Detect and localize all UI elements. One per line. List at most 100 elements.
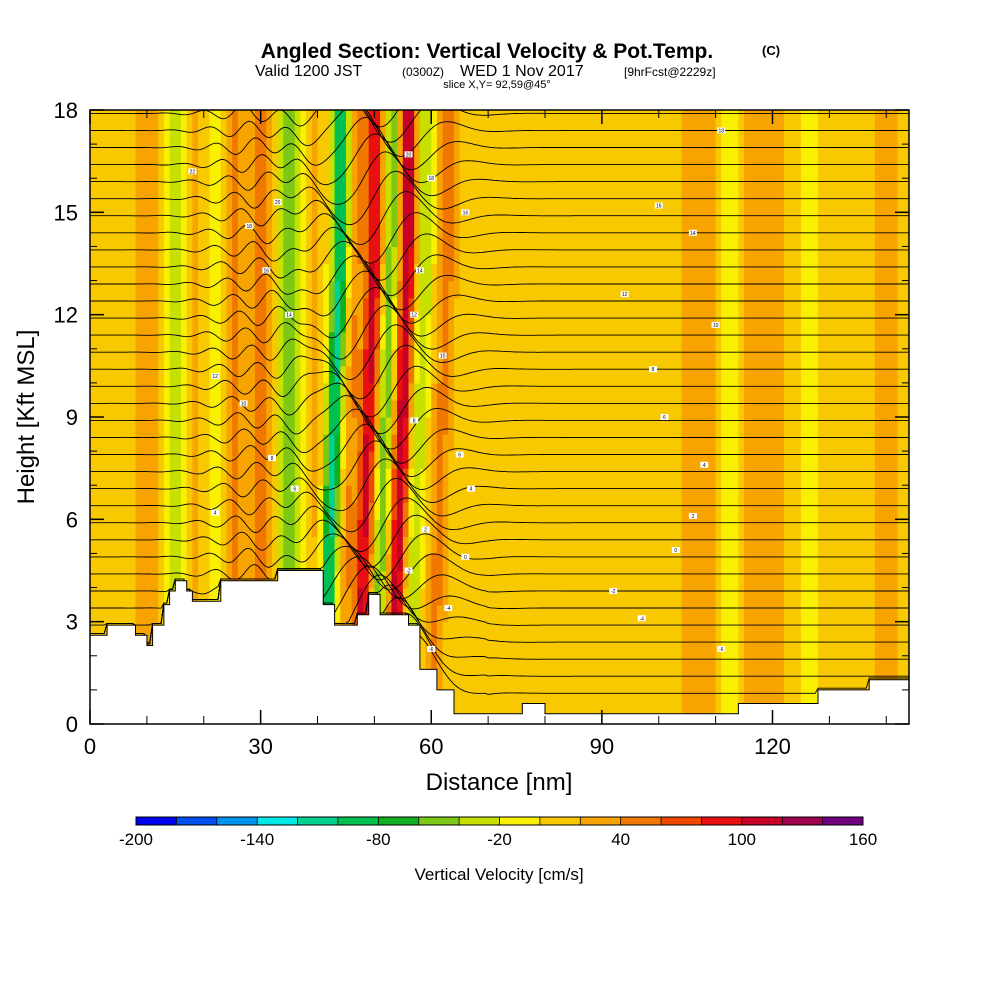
- velocity-cell: [220, 127, 228, 145]
- velocity-cell: [618, 689, 626, 708]
- velocity-cell: [476, 417, 484, 435]
- velocity-cell: [294, 451, 302, 469]
- velocity-cell: [163, 178, 171, 196]
- velocity-cell: [721, 468, 728, 486]
- velocity-cell: [306, 382, 313, 401]
- velocity-cell: [562, 314, 569, 333]
- velocity-cell: [829, 468, 836, 486]
- velocity-cell: [527, 229, 535, 248]
- velocity-cell: [493, 485, 501, 503]
- velocity-cell: [294, 536, 302, 555]
- velocity-cell: [698, 502, 705, 520]
- velocity-cell: [391, 365, 398, 384]
- velocity-cell: [704, 621, 711, 640]
- velocity-cell: [516, 382, 523, 401]
- velocity-cell: [636, 212, 643, 230]
- velocity-cell: [419, 638, 427, 657]
- velocity-cell: [351, 604, 358, 623]
- velocity-cell: [243, 434, 250, 452]
- velocity-cell: [516, 280, 523, 299]
- velocity-cell: [357, 519, 364, 537]
- velocity-cell: [436, 655, 444, 674]
- velocity-cell: [573, 468, 580, 486]
- velocity-cell: [835, 365, 842, 384]
- velocity-cell: [323, 587, 330, 606]
- velocity-cell: [129, 570, 137, 589]
- velocity-cell: [408, 331, 415, 350]
- velocity-cell: [158, 127, 165, 145]
- velocity-cell: [351, 331, 358, 350]
- velocity-cell: [778, 553, 785, 572]
- velocity-cell: [283, 161, 290, 179]
- velocity-cell: [618, 212, 626, 230]
- velocity-cell: [146, 144, 154, 162]
- velocity-cell: [425, 178, 432, 196]
- velocity-cell: [118, 348, 125, 367]
- velocity-cell: [727, 212, 734, 230]
- velocity-cell: [772, 331, 779, 350]
- velocity-cell: [402, 570, 410, 589]
- velocity-cell: [226, 348, 233, 367]
- velocity-cell: [340, 451, 347, 469]
- velocity-cell: [289, 263, 296, 282]
- velocity-cell: [704, 331, 711, 350]
- velocity-cell: [863, 604, 870, 623]
- velocity-cell: [232, 348, 239, 367]
- velocity-cell: [806, 502, 813, 520]
- velocity-cell: [704, 161, 711, 179]
- velocity-cell: [254, 110, 262, 128]
- velocity-cell: [516, 621, 523, 640]
- velocity-cell: [681, 434, 688, 452]
- velocity-cell: [152, 536, 159, 555]
- velocity-cell: [857, 178, 865, 196]
- velocity-cell: [636, 246, 643, 265]
- velocity-cell: [294, 314, 302, 333]
- velocity-cell: [163, 502, 171, 520]
- velocity-cell: [562, 127, 569, 145]
- velocity-cell: [658, 246, 666, 265]
- velocity-cell: [283, 144, 290, 162]
- velocity-cell: [101, 417, 108, 435]
- velocity-cell: [806, 229, 813, 248]
- velocity-cell: [800, 417, 808, 435]
- velocity-cell: [687, 621, 694, 640]
- velocity-cell: [186, 468, 193, 486]
- velocity-cell: [584, 434, 592, 452]
- velocity-cell: [374, 297, 381, 316]
- velocity-cell: [812, 110, 819, 128]
- velocity-cell: [550, 468, 557, 486]
- velocity-cell: [454, 229, 461, 248]
- velocity-cell: [698, 604, 705, 623]
- velocity-cell: [863, 485, 870, 503]
- velocity-cell: [618, 127, 626, 145]
- velocity-cell: [186, 110, 193, 128]
- velocity-cell: [243, 451, 250, 469]
- velocity-cell: [533, 451, 540, 469]
- velocity-cell: [852, 570, 859, 589]
- velocity-cell: [442, 246, 449, 265]
- velocity-cell: [749, 229, 757, 248]
- velocity-cell: [789, 621, 796, 640]
- velocity-cell: [846, 451, 853, 469]
- velocity-cell: [499, 297, 506, 316]
- velocity-cell: [584, 365, 592, 384]
- velocity-cell: [766, 417, 774, 435]
- velocity-cell: [374, 451, 381, 469]
- velocity-cell: [709, 638, 717, 657]
- velocity-cell: [459, 280, 466, 299]
- velocity-cell: [766, 570, 774, 589]
- velocity-cell: [340, 365, 347, 384]
- velocity-cell: [516, 229, 523, 248]
- velocity-cell: [675, 604, 683, 623]
- velocity-cell: [613, 110, 620, 128]
- velocity-cell: [328, 536, 336, 555]
- velocity-cell: [419, 536, 427, 555]
- velocity-cell: [704, 229, 711, 248]
- velocity-cell: [283, 212, 290, 230]
- velocity-cell: [391, 468, 398, 486]
- velocity-cell: [220, 195, 228, 213]
- velocity-cell: [721, 382, 728, 401]
- velocity-cell: [431, 127, 438, 145]
- velocity-cell: [374, 195, 381, 213]
- velocity-cell: [601, 314, 609, 333]
